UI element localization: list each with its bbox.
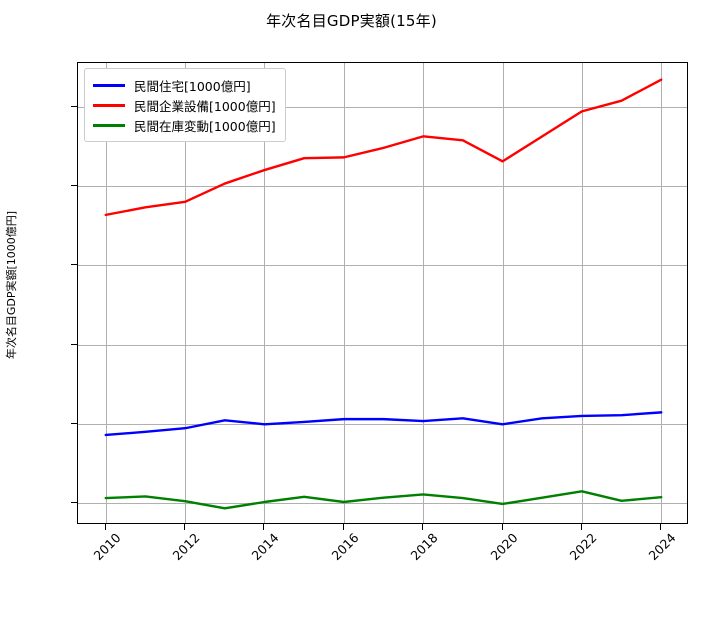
x-tick-mark <box>104 524 106 530</box>
gridline-vertical <box>661 63 663 523</box>
gridline-vertical <box>105 63 107 523</box>
gridline-horizontal <box>78 265 687 267</box>
x-tick-label: 2016 <box>328 530 362 564</box>
chart-figure: 年次名目GDP実額(15年) 年次名目GDP実額[1000億円] 0200400… <box>5 12 688 564</box>
gridline-horizontal <box>78 106 687 108</box>
gridline-vertical <box>502 63 504 523</box>
x-tick-mark <box>501 524 503 530</box>
gridline-horizontal <box>78 503 687 505</box>
x-tick-label: 2022 <box>566 530 600 564</box>
x-tick-mark <box>660 524 662 530</box>
legend-label: 民間在庫変動[1000億円] <box>134 118 276 134</box>
x-tick-label: 2010 <box>90 530 124 564</box>
gridline-vertical <box>581 63 583 523</box>
y-tick-mark <box>71 264 77 266</box>
legend-color-swatch <box>93 123 125 127</box>
legend-label: 民間住宅[1000億円] <box>134 78 251 94</box>
gridline-horizontal <box>78 185 687 187</box>
x-tick-mark <box>263 524 265 530</box>
x-tick-mark <box>580 524 582 530</box>
legend-label: 民間企業設備[1000億円] <box>134 98 276 114</box>
y-axis-label: 年次名目GDP実額[1000億円] <box>5 210 18 360</box>
legend-color-swatch <box>93 103 125 107</box>
x-tick-mark <box>184 524 186 530</box>
legend-color-swatch <box>93 83 125 87</box>
gridline-vertical <box>185 63 187 523</box>
gridline-vertical <box>423 63 425 523</box>
data-lines <box>104 78 663 510</box>
y-tick-mark <box>71 502 77 504</box>
series-line <box>104 78 663 217</box>
y-tick-mark <box>71 422 77 424</box>
legend-item[interactable]: 民間在庫変動[1000億円] <box>93 115 276 135</box>
series-line <box>104 411 663 437</box>
gridline-vertical <box>343 63 345 523</box>
gridline-horizontal <box>78 344 687 346</box>
page-title: 年次名目GDP実額(15年) <box>266 12 437 30</box>
gridline-horizontal <box>78 423 687 425</box>
x-tick-label: 2018 <box>407 530 441 564</box>
series-line <box>104 490 663 510</box>
x-tick-mark <box>342 524 344 530</box>
legend-item[interactable]: 民間企業設備[1000億円] <box>93 95 276 115</box>
y-tick-mark <box>71 105 77 107</box>
legend: 民間住宅[1000億円] 民間企業設備[1000億円] 民間在庫変動[1000億円] <box>84 68 286 142</box>
x-tick-label: 2014 <box>248 530 283 564</box>
x-tick-label: 2024 <box>645 530 679 564</box>
gridline-vertical <box>264 63 266 523</box>
x-tick-mark <box>422 524 424 530</box>
legend-item[interactable]: 民間住宅[1000億円] <box>93 75 276 95</box>
y-tick-mark <box>71 184 77 186</box>
y-tick-mark <box>71 343 77 345</box>
x-tick-label: 2020 <box>487 530 521 564</box>
